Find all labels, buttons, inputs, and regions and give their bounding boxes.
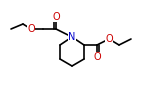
Text: O: O (52, 12, 60, 22)
Text: N: N (68, 32, 76, 42)
Text: O: O (27, 24, 35, 34)
Text: O: O (93, 52, 101, 62)
Text: O: O (105, 34, 113, 44)
